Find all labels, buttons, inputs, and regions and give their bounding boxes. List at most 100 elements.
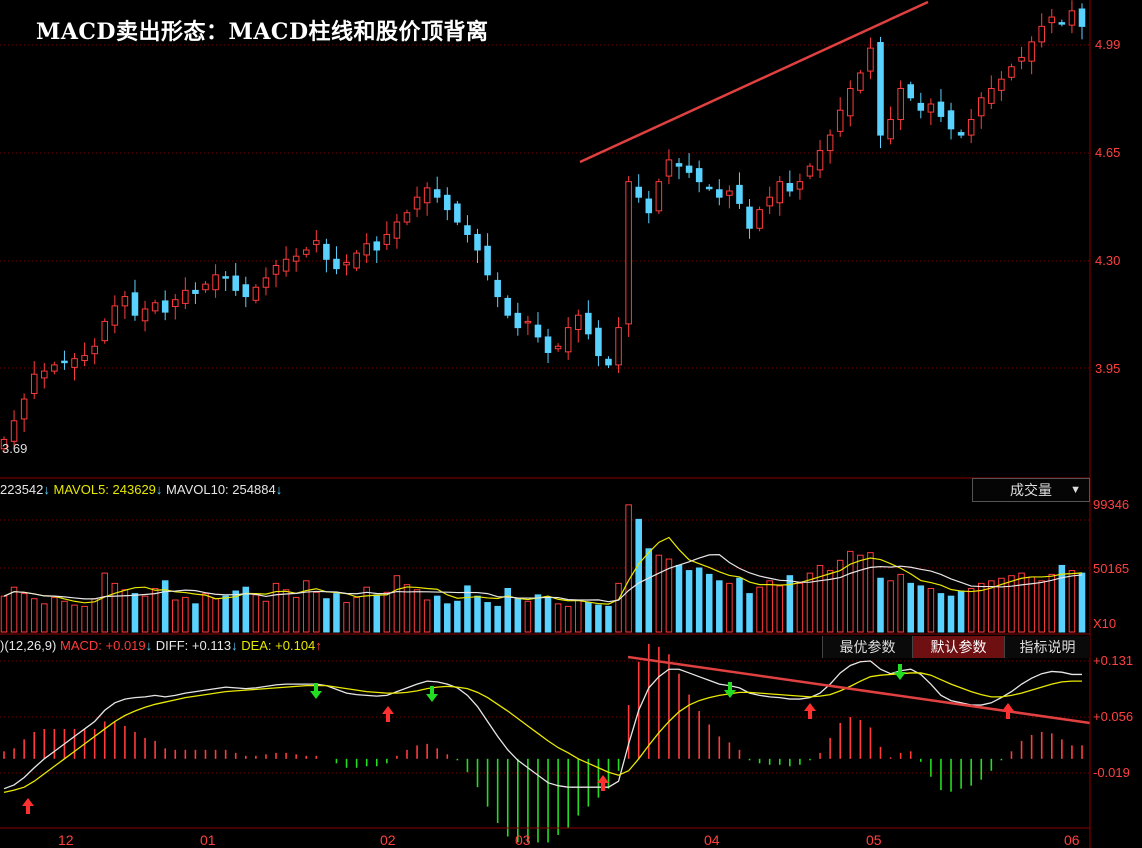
- candle-body: [947, 110, 955, 130]
- volume-bar: [333, 593, 340, 633]
- volume-bar: [544, 596, 552, 633]
- candle-body: [41, 370, 48, 379]
- volume-bar: [524, 600, 532, 633]
- volume-bar: [826, 570, 834, 633]
- volume-bar: [615, 582, 622, 633]
- candle-body: [917, 102, 925, 111]
- volume-bar: [1028, 576, 1035, 633]
- down-arrow-icon: ↓: [231, 638, 238, 653]
- candle-body: [887, 119, 894, 140]
- candle-body: [615, 327, 622, 366]
- volume-bar: [635, 518, 642, 633]
- volume-bars: [0, 504, 1086, 633]
- candle-body: [977, 97, 985, 117]
- volume-bar: [554, 603, 562, 633]
- indicator-help-button[interactable]: 指标说明: [1004, 636, 1090, 658]
- volume-bar: [10, 586, 18, 633]
- candle-body: [585, 312, 592, 335]
- volume-bar: [41, 603, 48, 633]
- diff-label: DIFF:: [155, 638, 189, 653]
- volume-bar: [413, 589, 421, 633]
- volume-bar: [71, 604, 78, 633]
- volume-bar: [736, 577, 743, 633]
- candle-body: [927, 103, 935, 113]
- volume-indicator-select[interactable]: 成交量 ▼: [972, 478, 1090, 502]
- volume-bar: [695, 567, 703, 633]
- candle-body: [504, 297, 512, 316]
- grid-lines: [0, 44, 1090, 774]
- candle-body: [716, 189, 723, 198]
- price-axis-label: 4.65: [1095, 145, 1120, 160]
- candle-body: [645, 198, 653, 214]
- optimal-params-button[interactable]: 最优参数: [822, 636, 912, 658]
- volume-bar: [403, 584, 411, 633]
- down-arrow-icon: ↓: [43, 482, 50, 497]
- candle-body: [212, 274, 219, 291]
- candle-body: [182, 289, 189, 304]
- volume-bar: [61, 600, 68, 633]
- candle-body: [262, 277, 270, 288]
- candle-body: [595, 327, 602, 357]
- candle-body: [413, 196, 421, 210]
- macd-axis-label: +0.056: [1093, 709, 1133, 724]
- candle-body: [625, 181, 632, 325]
- volume-bar: [1058, 564, 1066, 633]
- candle-body: [141, 308, 149, 322]
- diff-value: +0.113: [191, 638, 232, 653]
- x-axis-label: 06: [1064, 832, 1080, 848]
- candle-body: [796, 181, 804, 190]
- candle-body: [423, 187, 431, 204]
- candle-body: [554, 345, 562, 350]
- volume-bar: [232, 590, 239, 633]
- volume-indicator-label: 成交量: [1010, 482, 1052, 498]
- volume-bar: [675, 564, 683, 633]
- default-params-button[interactable]: 默认参数: [912, 636, 1004, 658]
- candle-body: [1038, 25, 1045, 43]
- price-axis-label: 3.95: [1095, 361, 1120, 376]
- candle-body: [383, 233, 391, 245]
- candle-body: [836, 109, 844, 132]
- candle-body: [373, 241, 381, 251]
- volume-bar: [887, 580, 894, 633]
- candle-body: [816, 150, 824, 171]
- volume-bar: [494, 605, 501, 633]
- candle-body: [826, 134, 834, 152]
- candle-body: [857, 72, 864, 91]
- volume-axis-label: 99346: [1093, 497, 1129, 512]
- candle-body: [877, 42, 884, 136]
- macd-value: +0.019: [105, 638, 146, 653]
- volume-bar: [766, 580, 773, 633]
- candle-body: [998, 78, 1005, 91]
- volume-bar: [30, 598, 38, 633]
- buy-arrow-icon: [382, 706, 394, 722]
- volume-bar: [716, 580, 723, 633]
- price-axis-label: 4.30: [1095, 253, 1120, 268]
- candle-body: [685, 165, 693, 173]
- candle-body: [806, 165, 814, 177]
- dea-label: DEA:: [241, 638, 272, 653]
- dea-value: +0.104: [275, 638, 316, 653]
- volume-bar: [796, 582, 804, 633]
- volume-moving-averages: [3, 536, 1083, 605]
- candle-body: [1008, 66, 1015, 78]
- candle-body: [957, 132, 965, 136]
- buy-arrow-icon: [597, 775, 609, 791]
- candle-body: [1058, 22, 1066, 25]
- volume-bar: [292, 596, 300, 633]
- price-trend-line: [579, 0, 929, 164]
- down-arrow-icon: ↓: [155, 482, 163, 497]
- candle-body: [1028, 41, 1035, 62]
- candle-body: [393, 221, 401, 239]
- mavol10-label: MAVOL10:: [166, 482, 229, 497]
- candle-body: [202, 283, 209, 291]
- candle-body: [867, 47, 874, 72]
- volume-bar: [474, 595, 481, 633]
- volume-bar: [927, 587, 935, 633]
- candle-body: [967, 119, 975, 136]
- candle-body: [30, 373, 38, 394]
- candle-body: [444, 194, 451, 211]
- volume-bar: [1018, 572, 1025, 633]
- candle-body: [71, 358, 78, 368]
- candle-body: [20, 398, 28, 420]
